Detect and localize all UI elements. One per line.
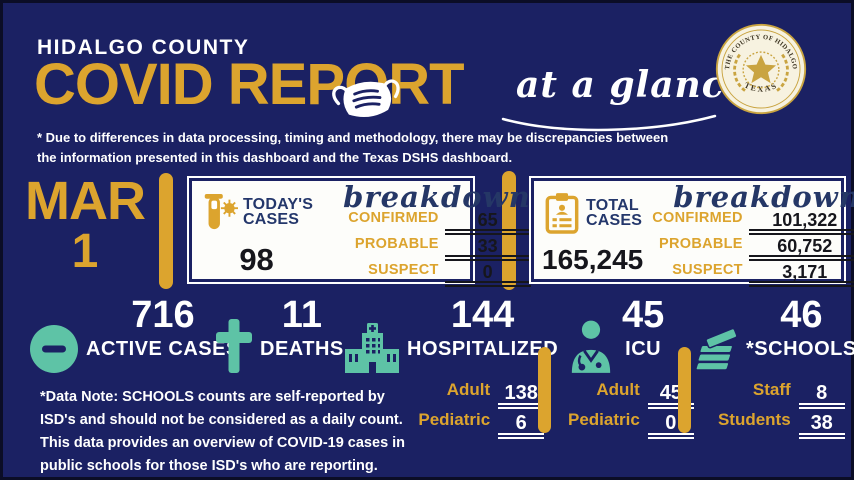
report-date: MAR 1: [20, 171, 150, 279]
svg-text:TEXAS: TEXAS: [743, 81, 779, 94]
schools-staff-row: Staff 8: [753, 380, 845, 409]
hospitalized-adult-value: 138: [498, 383, 545, 409]
seal-wreath-left: [733, 53, 746, 92]
breakdown-row-suspect: SUSPECT 0: [368, 262, 531, 288]
seal-wreath-right: [776, 53, 789, 92]
books-stack-icon: [695, 327, 738, 371]
breakdown-row-suspect: SUSPECT 3,171: [672, 262, 854, 288]
hospitalized-label: HOSPITALIZED: [407, 338, 559, 360]
seal-bottom-text: TEXAS: [743, 81, 777, 94]
deaths-label: DEATHS: [260, 338, 344, 360]
stat-deaths: 11 DEATHS: [216, 294, 344, 373]
breakdown-title: breakdown: [343, 180, 531, 214]
data-note-line-1: *Data Note: SCHOOLS counts are self-repo…: [40, 389, 385, 405]
schools-staff-value: 8: [798, 383, 845, 409]
hospitalized-adult-row: Adult 138: [447, 380, 545, 409]
doctor-icon: [571, 320, 611, 373]
icu-pediatric-value: 0: [647, 413, 694, 439]
active-cases-label: ACTIVE CASES: [86, 338, 240, 360]
report-day: 1: [71, 225, 99, 279]
county-name: HIDALGO COUNTY: [37, 36, 250, 59]
todays-cases-label: TODAY'S CASES: [243, 195, 314, 228]
disclaimer-line-1: * Due to differences in data processing,…: [37, 130, 669, 145]
county-seal: THE COUNTY OF HIDALGO TEXAS: [715, 23, 807, 115]
schools-students-row: Students 38: [718, 410, 845, 439]
page-title: COVID REPO RT: [34, 56, 465, 118]
hospitalized-value: 144: [450, 294, 515, 336]
clipboard-icon: [545, 193, 579, 234]
total-cases-card: TOTAL CASES 165,245 breakdown CONFIRMED …: [531, 178, 854, 288]
stat-icu: 45 ICU Adult 45 Pediatric 0: [568, 296, 700, 439]
schools-label: *SCHOOLS: [746, 338, 854, 360]
deaths-value: 11: [281, 294, 322, 336]
total-cases-total: 165,245: [542, 244, 644, 275]
breakdown-row-probable: PROBABLE 33: [355, 236, 531, 262]
test-tube-icon: [204, 193, 238, 230]
active-cases-value: 716: [131, 294, 195, 336]
breakdown-row-confirmed: CONFIRMED 65: [348, 210, 531, 236]
icu-pediatric-row: Pediatric 0: [568, 410, 694, 439]
stat-hospitalized: 144 HOSPITALIZED Adult 138 Pediatric 6: [345, 296, 558, 439]
hospital-icon: [345, 323, 399, 373]
todays-cases-total: 98: [239, 242, 274, 277]
total-cases-label: TOTAL CASES: [586, 196, 643, 229]
data-note-line-3: This data provides an overview of COVID-…: [40, 434, 406, 451]
divider-bar: [538, 347, 551, 433]
data-note-line-4: public schools for those ISD's who are r…: [40, 457, 378, 474]
stat-active-cases: 716 ACTIVE CASES: [30, 294, 240, 373]
divider-bar: [159, 173, 173, 289]
stat-schools: 46 *SCHOOLS Staff 8 Students 38: [694, 296, 854, 439]
cross-icon: [216, 319, 252, 373]
todays-cases-card: TODAY'S CASES 98 breakdown CONFIRMED 65 …: [189, 178, 531, 288]
data-note: *Data Note: SCHOOLS counts are self-repo…: [40, 386, 405, 478]
data-note-line-2: ISD's and should not be considered as a …: [40, 411, 403, 428]
icu-adult-value: 45: [647, 383, 694, 409]
tagline-underline-swoosh: [501, 114, 717, 132]
hospitalized-pediatric-value: 6: [498, 413, 545, 439]
icu-label: ICU: [625, 338, 662, 360]
breakdown-title: breakdown: [673, 180, 854, 214]
report-month: MAR: [25, 171, 146, 231]
icu-value: 45: [622, 294, 665, 336]
title-letter-o: O: [332, 56, 400, 118]
face-mask-icon: [332, 79, 400, 118]
hospitalized-pediatric-row: Pediatric 6: [418, 410, 545, 439]
title-part-post: RT: [388, 52, 464, 117]
disclaimer-line-2: the information presented in this dashbo…: [37, 150, 513, 166]
breakdown-row-probable: PROBABLE 60,752: [659, 236, 854, 262]
schools-students-value: 38: [798, 413, 845, 439]
divider-bar: [678, 347, 691, 433]
minus-circle-icon: [30, 325, 78, 373]
icu-adult-row: Adult 45: [596, 380, 694, 409]
schools-value: 46: [780, 294, 823, 336]
breakdown-row-confirmed: CONFIRMED 101,322: [652, 210, 854, 236]
disclaimer: * Due to differences in data processing,…: [37, 128, 697, 168]
seal-star-icon: [745, 54, 777, 84]
title-part-pre: COVID REP: [34, 52, 345, 117]
